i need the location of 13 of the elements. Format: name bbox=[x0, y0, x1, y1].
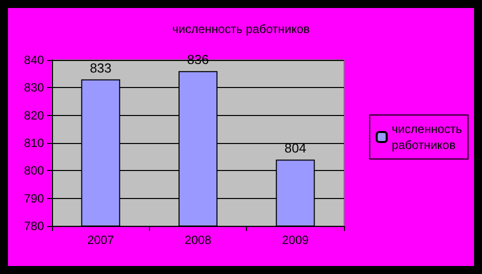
data-label: 833 bbox=[90, 60, 112, 76]
x-tick-label: 2009 bbox=[282, 233, 310, 247]
y-tick-label: 780 bbox=[24, 219, 44, 233]
legend-label: численность работников bbox=[392, 122, 462, 152]
chart-title: численность работников bbox=[172, 22, 310, 36]
y-tick-label: 830 bbox=[24, 80, 44, 95]
y-tick-label: 820 bbox=[24, 108, 44, 122]
y-tick-label: 810 bbox=[24, 136, 44, 150]
y-tick-label: 790 bbox=[24, 191, 44, 206]
x-tick-label: 2007 bbox=[87, 233, 114, 247]
y-tick-label: 840 bbox=[24, 53, 44, 67]
x-tick-label: 2008 bbox=[184, 233, 212, 247]
y-tick-label: 800 bbox=[24, 164, 44, 178]
